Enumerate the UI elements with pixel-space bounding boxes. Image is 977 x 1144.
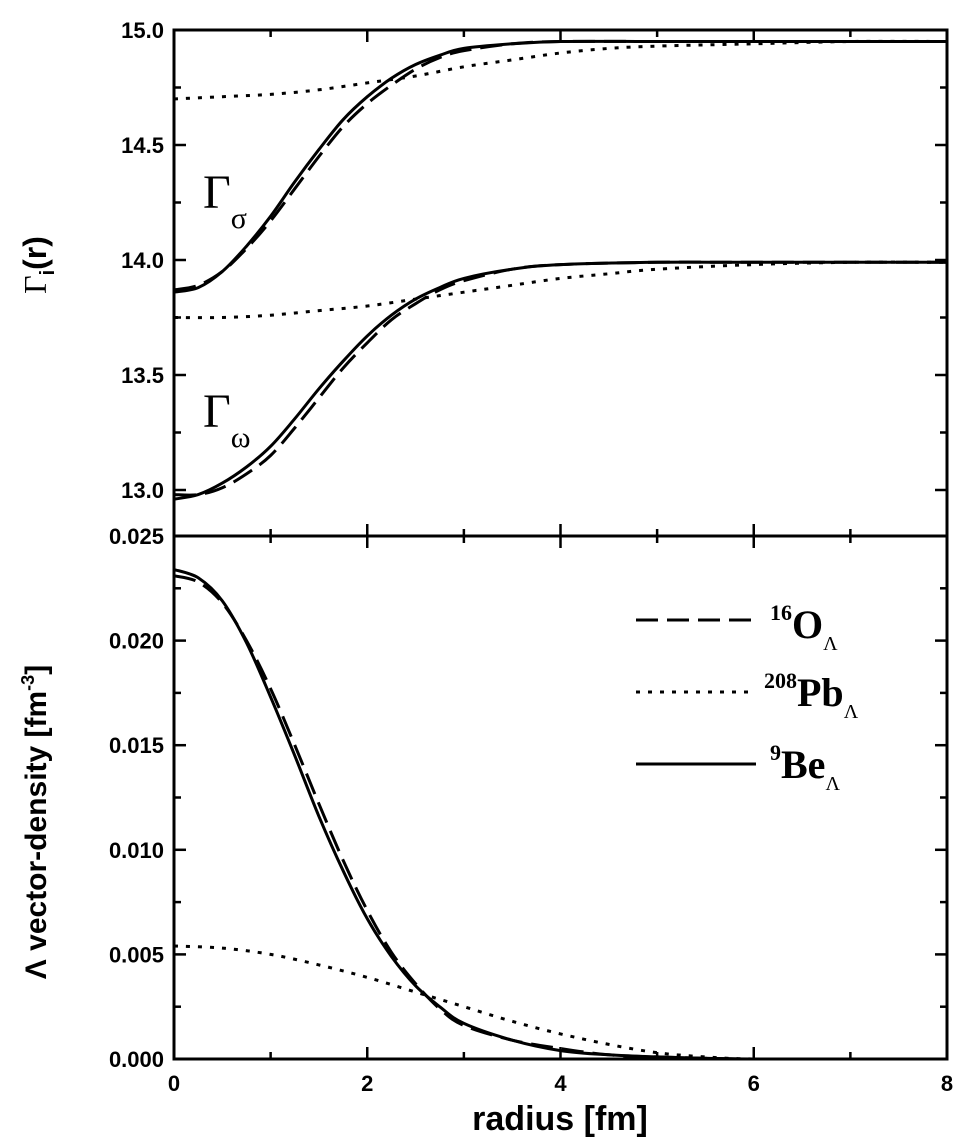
top-series-line-0 [174,39,947,292]
top-ytick-label: 13.5 [121,363,164,388]
legend-item-9Be: 9BeΛ [636,740,840,795]
bottom-y-axis-title: Λ vector-density [fm-3] [18,665,53,979]
bottom-frame [172,534,949,1061]
bottom-ytick-label: 0.010 [109,838,164,863]
top-frame [172,28,949,538]
xtick-label: 6 [748,1071,760,1096]
legend-item-16O: 16OΛ [636,600,838,655]
top-plot-area [174,39,947,501]
top-ticks: 13.0 13.5 14.0 14.5 15.0 [121,18,949,536]
bottom-ytick-label: 0.015 [109,733,164,758]
bottom-ytick-label: 0.005 [109,942,164,967]
legend: 16OΛ 208PbΛ 9BeΛ [636,600,859,795]
top-series-line-3 [174,260,947,497]
bottom-ytick-label: 0.025 [109,524,164,549]
xtick-label: 0 [168,1071,180,1096]
top-ytick-label: 15.0 [121,18,164,43]
top-ytick-label: 13.0 [121,478,164,503]
legend-label-9Be: 9BeΛ [770,740,840,795]
legend-item-208Pb: 208PbΛ [636,668,859,723]
bottom-ytick-label: 0.000 [109,1047,164,1072]
bottom-ytick-label: 0.020 [109,629,164,654]
top-series-line-1 [174,39,947,101]
gamma-omega-label: Γω [203,385,251,454]
top-series-line-4 [174,260,947,320]
bottom-ticks: 0.000 0.005 0.010 0.015 0.020 0.025 0 2 4 6 8 [109,524,953,1096]
legend-label-16O: 16OΛ [770,600,838,655]
bottom-plot-area [174,568,947,1059]
legend-label-208Pb: 208PbΛ [764,668,859,723]
x-axis-title: radius [fm] [472,1100,648,1138]
bottom-series-line-1 [174,944,947,1059]
top-series-line-2 [174,39,947,294]
top-ytick-label: 14.0 [121,248,164,273]
bottom-panel: 0.000 0.005 0.010 0.015 0.020 0.025 0 2 4 6 8 Λ ve… [18,524,953,1138]
xtick-label: 4 [554,1071,567,1096]
top-panel: 13.0 13.5 14.0 14.5 15.0 Γσ Γω Γi(r) [17,18,949,538]
top-series-line-5 [174,260,947,501]
bottom-series-line-2 [174,568,947,1059]
gamma-sigma-label: Γσ [203,166,247,235]
xtick-label: 8 [941,1071,953,1096]
xtick-label: 2 [361,1071,373,1096]
top-y-axis-title: Γi(r) [17,236,59,294]
top-ytick-label: 14.5 [121,133,164,158]
